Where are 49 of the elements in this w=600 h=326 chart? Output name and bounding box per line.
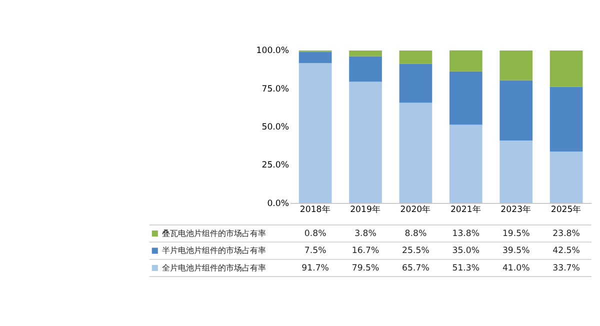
data-label: 91.7% xyxy=(302,263,329,274)
x-tick-label: 2021年 xyxy=(450,204,482,216)
data-label: 8.8% xyxy=(404,228,427,239)
data-label: 41.0% xyxy=(502,263,530,274)
bar xyxy=(449,124,482,204)
y-tick-label: 0.0% xyxy=(267,198,290,209)
bar xyxy=(500,140,533,204)
data-label: 65.7% xyxy=(402,263,430,274)
x-tick-label: 2025年 xyxy=(550,204,582,216)
bar xyxy=(550,86,583,152)
bar xyxy=(399,50,432,64)
legend-label: 全片电池片组件的市场占有率 xyxy=(162,262,266,272)
legend-label: 半片电池片组件的市场占有率 xyxy=(162,245,266,256)
data-label: 13.8% xyxy=(452,228,480,239)
bar xyxy=(449,50,482,72)
data-label: 51.3% xyxy=(452,263,480,274)
data-label: 0.8% xyxy=(304,228,326,239)
x-tick-label: 2019年 xyxy=(350,204,381,216)
bar xyxy=(449,71,482,125)
bar xyxy=(399,64,432,103)
data-label: 3.8% xyxy=(354,228,376,239)
x-tick-label: 2020年 xyxy=(400,204,432,216)
data-label: 7.5% xyxy=(304,246,326,256)
bar xyxy=(298,63,332,204)
data-label: 19.5% xyxy=(502,228,530,239)
bar xyxy=(500,50,533,80)
legend-label: 叠瓦电池片组件的市场占有率 xyxy=(162,228,266,238)
data-label: 79.5% xyxy=(352,263,380,274)
y-tick-label: 75.0% xyxy=(262,84,290,94)
bar xyxy=(349,82,382,204)
bar xyxy=(500,80,533,140)
bar xyxy=(399,102,432,204)
bar xyxy=(349,56,382,82)
x-tick-label: 2023年 xyxy=(500,204,532,216)
data-label: 16.7% xyxy=(352,246,380,256)
bar xyxy=(550,50,583,87)
y-tick-label: 25.0% xyxy=(262,160,290,171)
bar xyxy=(349,50,382,56)
data-label: 35.0% xyxy=(452,246,480,256)
y-tick-label: 50.0% xyxy=(262,122,290,132)
data-label: 33.7% xyxy=(552,263,580,274)
bar xyxy=(550,152,583,204)
data-label: 42.5% xyxy=(552,246,580,256)
x-tick-label: 2018年 xyxy=(300,204,331,216)
data-label: 23.8% xyxy=(552,228,580,239)
data-label: 25.5% xyxy=(402,246,430,256)
bar xyxy=(298,52,332,64)
y-tick-label: 100.0% xyxy=(256,46,290,56)
data-label: 39.5% xyxy=(502,246,530,256)
